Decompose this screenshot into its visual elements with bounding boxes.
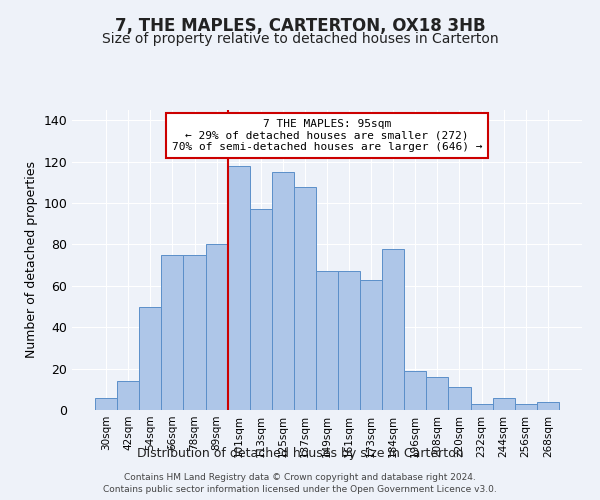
Bar	[470, 404, 493, 410]
Bar	[427, 377, 448, 410]
Bar	[250, 210, 272, 410]
Bar	[515, 404, 537, 410]
Bar	[360, 280, 382, 410]
Bar	[184, 255, 206, 410]
Bar	[382, 248, 404, 410]
Bar	[294, 186, 316, 410]
Bar	[404, 370, 427, 410]
Text: Contains HM Land Registry data © Crown copyright and database right 2024.: Contains HM Land Registry data © Crown c…	[124, 472, 476, 482]
Bar	[448, 387, 470, 410]
Bar	[537, 402, 559, 410]
Bar	[493, 398, 515, 410]
Bar	[206, 244, 227, 410]
Bar	[95, 398, 117, 410]
Bar	[139, 306, 161, 410]
Text: Distribution of detached houses by size in Carterton: Distribution of detached houses by size …	[137, 448, 463, 460]
Bar	[161, 255, 184, 410]
Bar	[227, 166, 250, 410]
Text: Size of property relative to detached houses in Carterton: Size of property relative to detached ho…	[101, 32, 499, 46]
Text: Contains public sector information licensed under the Open Government Licence v3: Contains public sector information licen…	[103, 485, 497, 494]
Y-axis label: Number of detached properties: Number of detached properties	[25, 162, 38, 358]
Bar	[272, 172, 294, 410]
Bar	[316, 272, 338, 410]
Bar	[117, 381, 139, 410]
Text: 7, THE MAPLES, CARTERTON, OX18 3HB: 7, THE MAPLES, CARTERTON, OX18 3HB	[115, 18, 485, 36]
Text: 7 THE MAPLES: 95sqm
← 29% of detached houses are smaller (272)
70% of semi-detac: 7 THE MAPLES: 95sqm ← 29% of detached ho…	[172, 119, 482, 152]
Bar	[338, 272, 360, 410]
